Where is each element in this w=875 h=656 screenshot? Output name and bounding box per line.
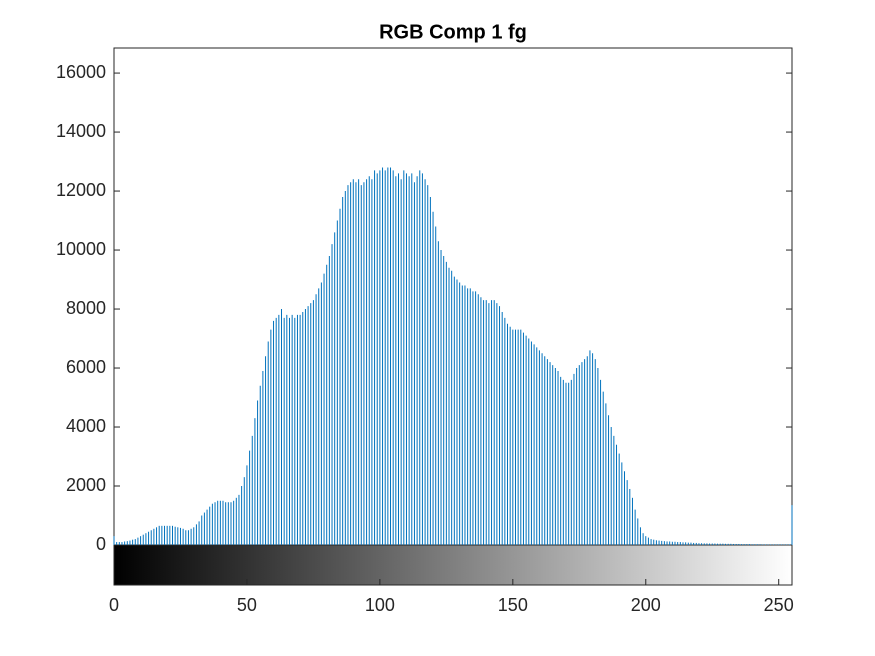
x-tick-label: 100: [365, 595, 395, 615]
y-tick-label: 16000: [56, 62, 106, 82]
y-tick-label: 12000: [56, 180, 106, 200]
y-tick-label: 8000: [66, 298, 106, 318]
y-tick-label: 14000: [56, 121, 106, 141]
x-tick-label: 50: [237, 595, 257, 615]
gray-colorbar: [113, 544, 793, 586]
x-tick-label: 150: [498, 595, 528, 615]
y-tick-label: 6000: [66, 357, 106, 377]
y-tick-label: 10000: [56, 239, 106, 259]
y-tick-label: 0: [96, 534, 106, 554]
plot-frame: [113, 47, 793, 546]
y-tick-label: 2000: [66, 475, 106, 495]
x-tick-label: 200: [631, 595, 661, 615]
y-tick-label: 4000: [66, 416, 106, 436]
chart-title: RGB Comp 1 fg: [379, 21, 527, 43]
x-tick-label: 250: [764, 595, 794, 615]
x-tick-label: 0: [109, 595, 119, 615]
